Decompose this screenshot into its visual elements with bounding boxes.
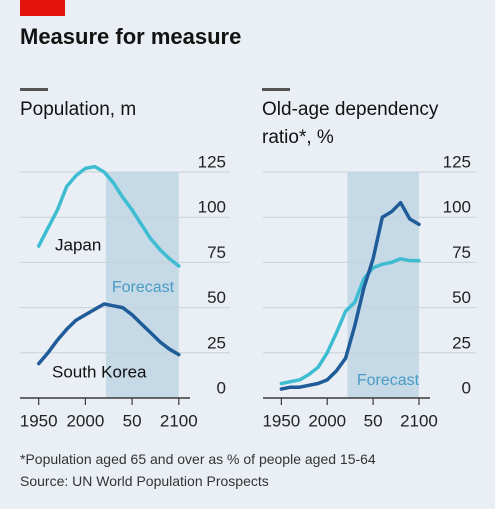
- x-tick-label: 2100: [400, 411, 438, 430]
- y-tick-label: 100: [198, 198, 226, 217]
- y-tick-label: 25: [452, 333, 471, 352]
- y-tick-label: 100: [443, 198, 471, 217]
- source: Source: UN World Population Prospects: [20, 473, 269, 489]
- x-tick-label: 2000: [308, 411, 346, 430]
- x-tick-label: 2100: [160, 411, 198, 430]
- y-tick-label: 50: [207, 288, 226, 307]
- y-tick-label: 50: [452, 288, 471, 307]
- footnote: *Population aged 65 and over as % of peo…: [20, 451, 376, 467]
- series-label: South Korea: [52, 362, 147, 381]
- y-tick-label: 125: [198, 152, 226, 171]
- series-line: [279, 200, 421, 391]
- title: Measure for measure: [20, 24, 242, 49]
- y-tick-label: 0: [217, 378, 226, 397]
- x-tick-label: 2000: [66, 411, 104, 430]
- panel-title: Old-age dependency ratio*, %: [262, 99, 439, 148]
- brand-bar: [20, 0, 65, 16]
- x-tick-label: 50: [123, 411, 142, 430]
- y-tick-label: 125: [443, 152, 471, 171]
- forecast-shade: [347, 172, 419, 398]
- shade-label: Forecast: [112, 279, 175, 296]
- shade-label: Forecast: [357, 372, 420, 389]
- series-line: [36, 164, 181, 268]
- series-line: [279, 257, 421, 386]
- panel-marker: [20, 88, 48, 91]
- y-tick-label: 25: [207, 333, 226, 352]
- x-tick-label: 50: [364, 411, 383, 430]
- y-tick-label: 75: [207, 243, 226, 262]
- panel-marker: [262, 88, 290, 91]
- x-tick-label: 1950: [20, 411, 58, 430]
- y-tick-label: 0: [462, 378, 471, 397]
- x-tick-label: 1950: [262, 411, 300, 430]
- series-line: [36, 302, 181, 366]
- series-label: Japan: [55, 235, 101, 254]
- forecast-shade: [105, 172, 179, 398]
- y-tick-label: 75: [452, 243, 471, 262]
- panel-title: Population, m: [20, 99, 137, 120]
